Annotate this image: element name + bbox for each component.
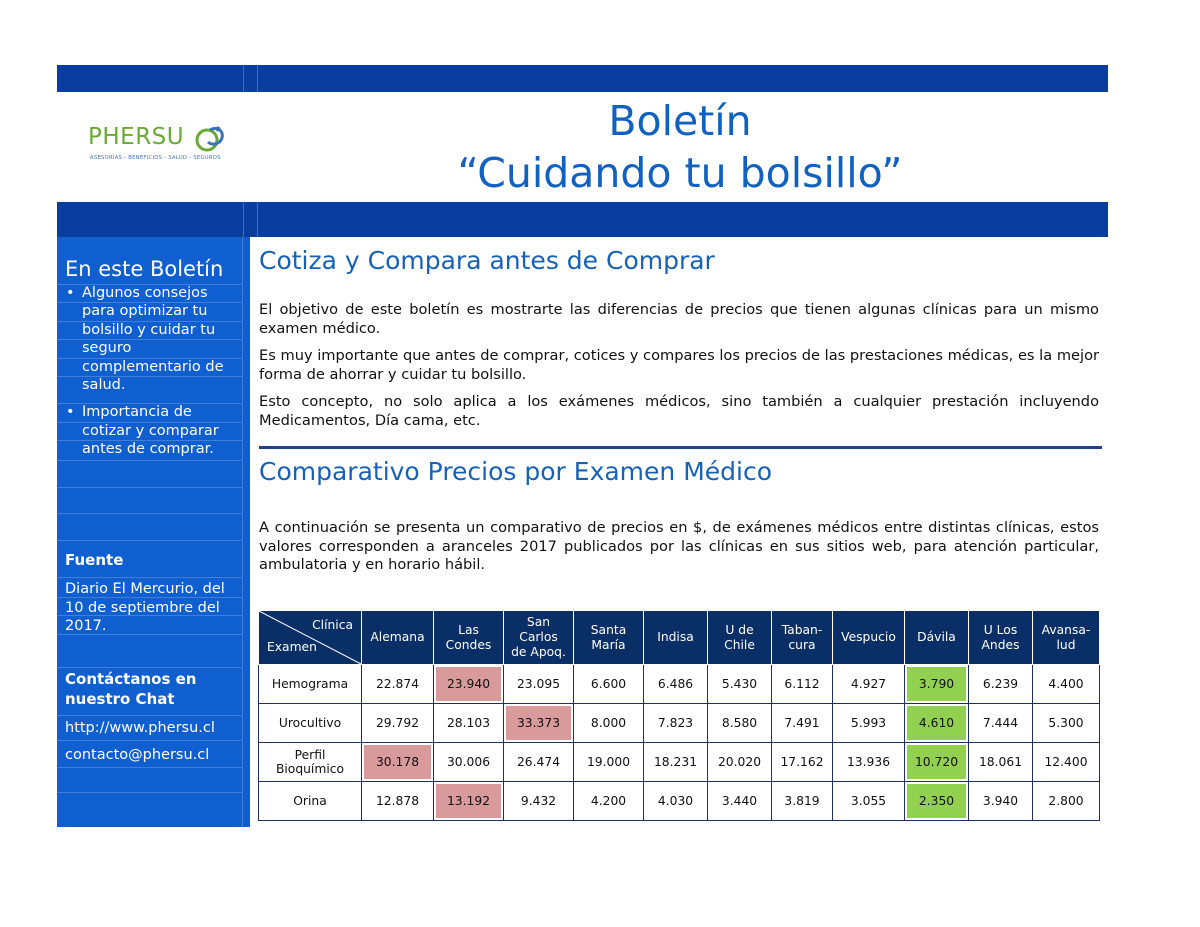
price-cell: 7.444 (968, 703, 1033, 743)
price-cell: 7.823 (643, 703, 708, 743)
paragraph-importante: Es muy importante que antes de comprar, … (259, 347, 1099, 383)
page-title: Boletín “Cuidando tu bolsillo” (440, 95, 920, 199)
column-header: Dávila (904, 610, 969, 665)
exam-label-cell: Perfil Bioquímico (258, 742, 362, 782)
column-header: Alemana (361, 610, 434, 665)
section-divider (259, 446, 1102, 449)
price-cell: 6.239 (968, 664, 1033, 704)
price-cell: 4.200 (573, 781, 644, 821)
section-title-comparativo: Comparativo Precios por Examen Médico (259, 457, 773, 486)
price-cell: 29.792 (361, 703, 434, 743)
table-row: Urocultivo 29.792 28.103 33.373 8.000 7.823 8.… (258, 703, 1100, 743)
price-cell: 3.055 (832, 781, 905, 821)
price-cell: 13.192 (433, 781, 504, 821)
exam-label-cell: Orina (258, 781, 362, 821)
price-cell: 3.440 (707, 781, 772, 821)
title-line-1: Boletín (608, 97, 752, 145)
price-cell: 3.819 (771, 781, 833, 821)
price-cell: 20.020 (707, 742, 772, 782)
column-header: Taban-cura (771, 610, 833, 665)
price-cell: 3.940 (968, 781, 1033, 821)
logo-mark-icon (195, 126, 224, 152)
contact-url-link[interactable]: http://www.phersu.cl (65, 720, 215, 736)
price-cell: 13.936 (832, 742, 905, 782)
price-cell: 30.178 (361, 742, 434, 782)
sidebar-topic-item: Algunos consejos para optimizar tu bolsi… (65, 284, 237, 394)
price-cell: 4.610 (904, 703, 969, 743)
column-header: Las Condes (433, 610, 504, 665)
header-top-bar (57, 65, 1108, 92)
price-cell: 23.940 (433, 664, 504, 704)
column-header: Santa María (573, 610, 644, 665)
sidebar-heading: En este Boletín (65, 257, 224, 281)
price-cell: 8.000 (573, 703, 644, 743)
price-cell: 22.874 (361, 664, 434, 704)
column-header: Avansa-lud (1032, 610, 1100, 665)
price-cell: 5.300 (1032, 703, 1100, 743)
price-cell: 12.400 (1032, 742, 1100, 782)
price-cell: 10.720 (904, 742, 969, 782)
table-corner-cell: Clínica Examen (258, 610, 362, 665)
section-title-cotiza: Cotiza y Compara antes de Comprar (259, 246, 715, 275)
price-cell: 5.430 (707, 664, 772, 704)
table-row: Orina 12.878 13.192 9.432 4.200 4.030 3.440 3.8… (258, 781, 1100, 821)
fuente-text: Diario El Mercurio, del 10 de septiembre… (65, 581, 225, 634)
price-cell: 7.491 (771, 703, 833, 743)
price-cell: 5.993 (832, 703, 905, 743)
price-cell: 4.400 (1032, 664, 1100, 704)
column-header: Indisa (643, 610, 708, 665)
logo-tagline: ASESORÍAS - BENEFICIOS - SALUD - SEGUROS (90, 155, 221, 161)
price-cell: 3.790 (904, 664, 969, 704)
price-cell: 6.112 (771, 664, 833, 704)
exam-label-cell: Hemograma (258, 664, 362, 704)
table-row: Hemograma 22.874 23.940 23.095 6.600 6.486 5.4… (258, 664, 1100, 704)
exam-label-cell: Urocultivo (258, 703, 362, 743)
price-cell: 18.231 (643, 742, 708, 782)
sidebar-topic-item: Importancia de cotizar y comparar antes … (65, 403, 237, 458)
paragraph-comparativo: A continuación se presenta un comparativ… (259, 519, 1099, 573)
price-cell: 33.373 (503, 703, 574, 743)
price-cell: 2.800 (1032, 781, 1100, 821)
table-header-row: Clínica Examen Alemana Las Condes San Carl… (258, 610, 1100, 665)
title-line-2: “Cuidando tu bolsillo” (457, 149, 903, 197)
sidebar-topics-list: Algunos consejos para optimizar tu bolsi… (65, 284, 237, 468)
corner-label-examen: Examen (267, 640, 317, 654)
sidebar: En este Boletín Algunos consejos para op… (57, 237, 250, 827)
price-cell: 28.103 (433, 703, 504, 743)
table-row: Perfil Bioquímico 30.178 30.006 26.474 19.000… (258, 742, 1100, 782)
price-cell: 30.006 (433, 742, 504, 782)
paragraph-concepto: Esto concepto, no solo aplica a los exám… (259, 393, 1099, 429)
contact-label: Contáctanos en nuestro Chat (65, 670, 197, 708)
phersu-logo: PHERSU ASESORÍAS - BENEFICIOS - SALUD - … (88, 124, 228, 168)
column-header: Vespucio (832, 610, 905, 665)
price-cell: 6.600 (573, 664, 644, 704)
fuente-label: Fuente (65, 551, 124, 569)
column-header: U de Chile (707, 610, 772, 665)
price-cell: 18.061 (968, 742, 1033, 782)
paragraph-objetivo: El objetivo de este boletín es mostrarte… (259, 301, 1099, 337)
price-cell: 6.486 (643, 664, 708, 704)
price-cell: 9.432 (503, 781, 574, 821)
price-cell: 23.095 (503, 664, 574, 704)
price-cell: 17.162 (771, 742, 833, 782)
header-bottom-bar (57, 202, 1108, 237)
price-comparison-table: Clínica Examen Alemana Las Condes San Carl… (258, 610, 1100, 821)
price-cell: 19.000 (573, 742, 644, 782)
column-header: U Los Andes (968, 610, 1033, 665)
price-cell: 4.927 (832, 664, 905, 704)
corner-label-clinica: Clínica (312, 618, 353, 632)
price-cell: 4.030 (643, 781, 708, 821)
price-cell: 2.350 (904, 781, 969, 821)
price-cell: 26.474 (503, 742, 574, 782)
contact-email-link[interactable]: contacto@phersu.cl (65, 747, 210, 763)
price-cell: 12.878 (361, 781, 434, 821)
price-cell: 8.580 (707, 703, 772, 743)
logo-wordmark: PHERSU (88, 124, 185, 150)
column-header: San Carlos de Apoq. (503, 610, 574, 665)
